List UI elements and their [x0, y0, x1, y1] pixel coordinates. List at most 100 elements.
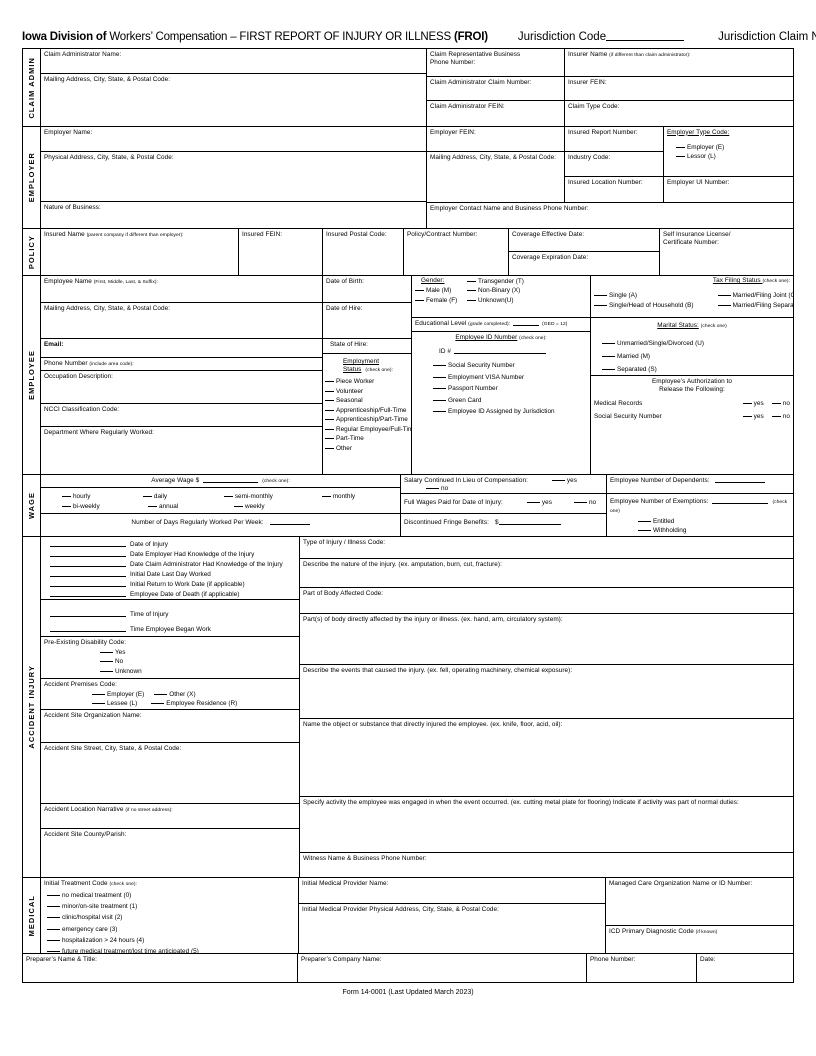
accident-time-input-0[interactable] — [50, 616, 126, 617]
pre-existing-checkbox-2[interactable] — [100, 670, 113, 672]
field-employer-ui-number[interactable]: Employer UI Number: — [664, 177, 793, 202]
employee-id-option-3[interactable]: Green Card — [433, 395, 587, 407]
field-insurer-fein[interactable]: Insurer FEIN: — [565, 77, 793, 101]
field-number-exemptions[interactable]: Employee Number of Exemptions: (check one… — [607, 494, 793, 536]
salary-continued-no-checkbox[interactable] — [426, 487, 439, 489]
auth-no-checkbox-1[interactable] — [771, 416, 781, 417]
field-preparer-date[interactable]: Date: — [697, 954, 793, 982]
field-name-object[interactable]: Name the object or substance that direct… — [300, 719, 793, 797]
field-parts-affected[interactable]: Part(s) of body directly affected by the… — [300, 614, 793, 665]
treatment-checkbox-0[interactable] — [47, 895, 60, 896]
treatment-checkbox-1[interactable] — [47, 906, 60, 908]
tax-filing-option-single[interactable]: Single (A) — [594, 291, 694, 301]
premises-option-lessee[interactable]: Lessee (L) — [92, 699, 137, 709]
pay-period-checkbox-1-0[interactable] — [62, 505, 71, 507]
gender-transgender-checkbox[interactable] — [467, 280, 476, 282]
auth-row-no-1[interactable]: no — [771, 413, 790, 421]
exemption-checkbox-1[interactable] — [638, 530, 651, 531]
field-icd-code[interactable]: ICD Primary Diagnostic Code (if known) — [606, 926, 793, 953]
gender-option-transgender[interactable]: Transgender (T) — [467, 277, 524, 287]
field-employer-name[interactable]: Employer Name: — [41, 127, 426, 152]
premises-employer-checkbox[interactable] — [92, 693, 105, 695]
employment-status-checkbox-5[interactable] — [325, 428, 334, 430]
pay-period-checkbox-0-1[interactable] — [142, 496, 152, 497]
premises-option-employer[interactable]: Employer (E) — [92, 690, 144, 700]
employment-status-checkbox-2[interactable] — [325, 400, 334, 401]
field-coverage-effective-date[interactable]: Coverage Effective Date: — [509, 229, 659, 252]
auth-row-yes-0[interactable]: yes — [742, 400, 764, 408]
accident-date-input-2[interactable] — [50, 566, 126, 567]
number-dependents-input[interactable] — [714, 481, 765, 483]
exemption-option-1[interactable]: Withholding — [638, 526, 790, 536]
field-pre-existing-disability[interactable]: Pre-Existing Disability Code: Yes No Unkno… — [41, 637, 299, 679]
field-part-of-body-code[interactable]: Part of Body Affected Code: — [300, 588, 793, 614]
field-employer-contact[interactable]: Employer Contact Name and Business Phone… — [427, 202, 793, 228]
pay-period-checkbox-1-1[interactable] — [148, 505, 157, 507]
field-employer-fein[interactable]: Employer FEIN: — [427, 127, 564, 152]
accident-time-row-0[interactable]: Time of Injury — [44, 607, 296, 622]
employment-status-checkbox-6[interactable] — [325, 438, 334, 439]
accident-date-row-3[interactable]: Initial Date Last Day Worked — [44, 570, 296, 580]
treatment-option-4[interactable]: hospitalization > 24 hours (4) — [47, 935, 295, 946]
employment-status-checkbox-0[interactable] — [325, 381, 334, 382]
auth-row-yes-1[interactable]: yes — [742, 413, 764, 421]
salary-continued-yes-checkbox[interactable] — [551, 479, 565, 481]
gender-male-checkbox[interactable] — [415, 290, 424, 291]
educational-level-input[interactable] — [513, 324, 540, 326]
marital-status-option-0[interactable]: Unmarried/Single/Divorced (U) — [602, 337, 790, 350]
premises-option-other[interactable]: Other (X) — [154, 690, 196, 700]
discontinued-fringe-input[interactable] — [498, 523, 561, 525]
pay-period-option-0-3[interactable]: monthly — [321, 492, 397, 502]
field-employer-physical-address[interactable]: Physical Address, City, State, & Postal … — [41, 152, 426, 202]
field-type-of-injury-code[interactable]: Type of Injury / Illness Code: — [300, 537, 793, 559]
employee-id-option-2[interactable]: Passport Number — [433, 383, 587, 395]
accident-time-row-1[interactable]: Time Employee Began Work — [44, 622, 296, 636]
field-insured-report-number[interactable]: Insured Report Number: — [565, 127, 663, 152]
full-wages-yes-checkbox[interactable] — [526, 501, 540, 503]
employment-status-checkbox-1[interactable] — [325, 390, 334, 392]
field-state-of-hire[interactable]: State of Hire: — [323, 339, 411, 354]
field-describe-events[interactable]: Describe the events that caused the inju… — [300, 665, 793, 719]
field-insurer-name[interactable]: Insurer Name (if different than claim ad… — [565, 49, 793, 77]
employee-id-checkbox-0[interactable] — [433, 365, 446, 366]
employment-status-checkbox-3[interactable] — [325, 409, 334, 411]
auth-row-no-0[interactable]: no — [771, 400, 790, 408]
marital-status-checkbox-0[interactable] — [602, 343, 615, 344]
marital-status-option-2[interactable]: Separated (S) — [602, 363, 790, 375]
field-employer-mailing-address[interactable]: Mailing Address, City, State, & Postal C… — [427, 152, 564, 202]
accident-date-input-0[interactable] — [50, 546, 126, 547]
tax-filing-option-married-joint[interactable]: Married/Filing Joint (C) — [717, 291, 793, 301]
average-wage-input[interactable] — [203, 481, 259, 483]
tax-filing-head-household-checkbox[interactable] — [594, 304, 607, 306]
employee-id-option-1[interactable]: Employment VISA Number — [433, 372, 587, 384]
pre-existing-checkbox-0[interactable] — [100, 651, 113, 653]
field-occupation-description[interactable]: Occupation Description: — [41, 371, 322, 404]
employment-status-option-1[interactable]: Volunteer — [325, 387, 409, 397]
field-describe-nature[interactable]: Describe the nature of the injury. (ex. … — [300, 559, 793, 588]
tax-filing-option-married-separate[interactable]: Married/Filing Separate(D) — [717, 301, 793, 311]
employer-type-lessor-checkbox[interactable] — [676, 156, 685, 157]
days-worked-input[interactable] — [269, 523, 310, 525]
pre-existing-option-0[interactable]: Yes — [100, 648, 296, 658]
field-claim-admin-fein[interactable]: Claim Administrator FEIN: — [427, 101, 564, 126]
field-mco-name[interactable]: Managed Care Organization Name or ID Num… — [606, 878, 793, 926]
field-employee-name[interactable]: Employee Name (First, Middle, Last, & Su… — [41, 276, 322, 303]
treatment-checkbox-5[interactable] — [47, 951, 60, 953]
gender-option-nonbinary[interactable]: Non-Binary (X) — [467, 286, 524, 296]
field-provider-address[interactable]: Initial Medical Provider Physical Addres… — [299, 904, 605, 953]
auth-yes-checkbox-0[interactable] — [742, 403, 752, 404]
accident-date-input-1[interactable] — [50, 556, 126, 557]
employer-type-option-employer[interactable]: Employer (E) — [676, 143, 790, 153]
treatment-checkbox-3[interactable] — [47, 928, 60, 930]
marital-status-checkbox-2[interactable] — [602, 369, 615, 370]
pay-period-checkbox-0-0[interactable] — [62, 496, 71, 497]
employment-status-option-6[interactable]: Part-Time — [325, 434, 409, 444]
treatment-checkbox-4[interactable] — [47, 939, 60, 941]
field-policy-contract-number[interactable]: Policy/Contract Number: — [404, 229, 509, 275]
treatment-option-3[interactable]: emergency care (3) — [47, 924, 295, 935]
field-discontinued-fringe[interactable]: Discontinued Fringe Benefits: $ — [401, 514, 606, 536]
field-accident-location-narrative[interactable]: Accident Location Narrative (if no stree… — [41, 804, 299, 829]
field-specify-activity[interactable]: Specify activity the employee was engage… — [300, 797, 793, 853]
exemption-checkbox-0[interactable] — [638, 520, 651, 522]
employer-type-employer-checkbox[interactable] — [676, 146, 685, 148]
